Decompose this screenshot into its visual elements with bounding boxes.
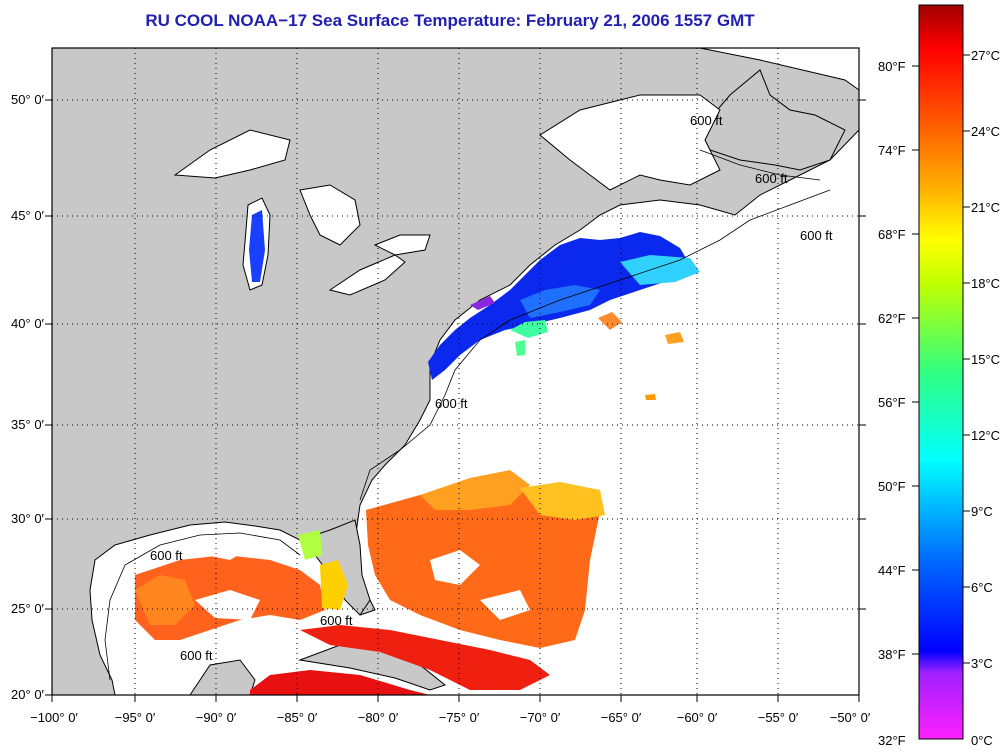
colorbar-c-label: 21°C bbox=[971, 200, 1000, 215]
sst-atlantic-orange bbox=[420, 470, 530, 510]
colorbar-f-label: 56°F bbox=[878, 395, 906, 410]
isobath-label-1: 600 ft bbox=[150, 548, 183, 563]
colorbar-c-label: 9°C bbox=[971, 504, 993, 519]
sst-gulf-orange bbox=[135, 575, 195, 625]
map-frame bbox=[51, 47, 860, 696]
lon-label: −50° 0′ bbox=[830, 710, 871, 725]
colorbar-f-label: 62°F bbox=[878, 311, 906, 326]
colorbar-c-label: 18°C bbox=[971, 276, 1000, 291]
colorbar-ticks bbox=[912, 54, 970, 664]
lat-label: 25° 0′ bbox=[11, 601, 45, 616]
isobath-label-2: 600 ft bbox=[320, 613, 353, 628]
colorbar bbox=[918, 4, 964, 740]
lon-label: −65° 0′ bbox=[601, 710, 642, 725]
land-yucatan bbox=[189, 659, 256, 695]
lon-label: −55° 0′ bbox=[758, 710, 799, 725]
colorbar-c-label: 3°C bbox=[971, 656, 993, 671]
lon-label: −70° 0′ bbox=[520, 710, 561, 725]
lon-label: −60° 0′ bbox=[677, 710, 718, 725]
sst-shelf-purple bbox=[470, 296, 495, 310]
isobath-label-5: 600 ft bbox=[755, 171, 788, 186]
colorbar-f-label: 74°F bbox=[878, 143, 906, 158]
colorbar-c-label: 24°C bbox=[971, 124, 1000, 139]
lake-superior bbox=[173, 129, 291, 179]
sst-caribbean-red bbox=[250, 670, 430, 695]
colorbar-c-label: 27°C bbox=[971, 48, 1000, 63]
lat-label: 35° 0′ bbox=[11, 417, 45, 432]
lon-label: −90° 0′ bbox=[196, 710, 237, 725]
colorbar-c-label: 6°C bbox=[971, 580, 993, 595]
sst-green-patch bbox=[515, 340, 525, 356]
colorbar-c-label: 0°C bbox=[971, 733, 993, 748]
colorbar-f-label: 44°F bbox=[878, 563, 906, 578]
isobath-600ft bbox=[104, 149, 831, 681]
colorbar-f-label: 32°F bbox=[878, 733, 906, 748]
lat-label: 20° 0′ bbox=[11, 687, 45, 702]
isobath-label-4: 600 ft bbox=[435, 396, 468, 411]
colorbar-c-label: 12°C bbox=[971, 428, 1000, 443]
sst-shelf-orange bbox=[598, 312, 622, 330]
colorbar-f-label: 38°F bbox=[878, 647, 906, 662]
lat-label: 45° 0′ bbox=[11, 208, 45, 223]
map-title: RU COOL NOAA−17 Sea Surface Temperature:… bbox=[145, 11, 755, 30]
sst-florida-yellow bbox=[320, 560, 348, 610]
sst-shelf-cyan bbox=[620, 255, 700, 285]
lon-label: −95° 0′ bbox=[115, 710, 156, 725]
lake-huron bbox=[299, 184, 361, 246]
isobath-label-7: 600 ft bbox=[800, 228, 833, 243]
sst-atlantic-warm bbox=[366, 485, 600, 648]
clouds-gulf bbox=[100, 535, 530, 670]
sst-offshore-orange2 bbox=[645, 394, 656, 400]
lon-label: −100° 0′ bbox=[30, 710, 78, 725]
lat-label: 30° 0′ bbox=[11, 511, 45, 526]
sst-offshore-orange bbox=[665, 332, 684, 344]
lon-label: −85° 0′ bbox=[277, 710, 318, 725]
lake-erie bbox=[328, 254, 406, 296]
sst-lake-michigan bbox=[249, 210, 265, 282]
sst-atlantic-yellow bbox=[520, 482, 605, 520]
colorbar-c-label: 15°C bbox=[971, 352, 1000, 367]
sst-caribbean-red2 bbox=[300, 625, 550, 690]
lat-label: 50° 0′ bbox=[11, 92, 45, 107]
sst-florida-green bbox=[298, 530, 322, 560]
isobath-label-6: 600 ft bbox=[690, 113, 723, 128]
isobath-label-3: 600 ft bbox=[180, 648, 213, 663]
colorbar-f-label: 50°F bbox=[878, 479, 906, 494]
lon-label: −80° 0′ bbox=[358, 710, 399, 725]
sst-shelf-green bbox=[510, 320, 548, 338]
gulf-st-lawrence bbox=[539, 94, 721, 191]
lat-label: 40° 0′ bbox=[11, 316, 45, 331]
lake-ontario bbox=[373, 234, 431, 256]
colorbar-f-label: 80°F bbox=[878, 59, 906, 74]
land-newfoundland bbox=[699, 69, 846, 171]
lon-label: −75° 0′ bbox=[439, 710, 480, 725]
axis-ticks bbox=[45, 99, 866, 702]
colorbar-f-label: 68°F bbox=[878, 227, 906, 242]
